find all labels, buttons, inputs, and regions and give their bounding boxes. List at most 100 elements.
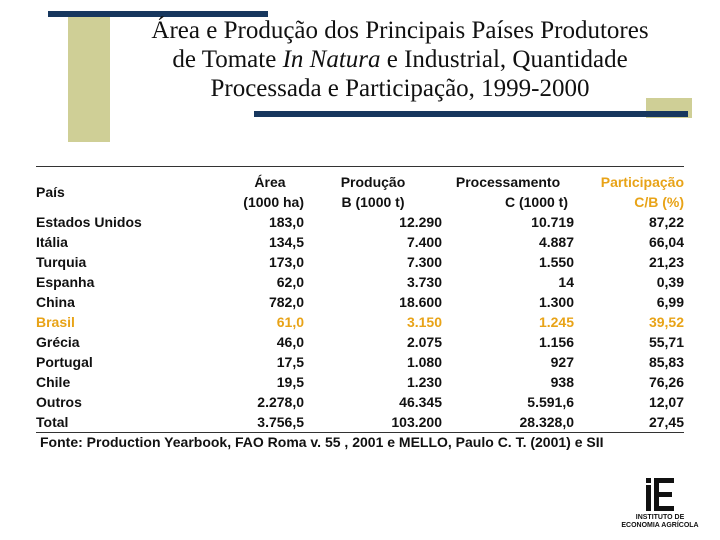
cell-producao: 1.080 — [406, 354, 442, 370]
decorative-line-bottom — [254, 111, 688, 117]
cell-producao: 3.150 — [406, 314, 442, 330]
cell-pais: Espanha — [36, 274, 95, 290]
cell-processamento: 927 — [550, 354, 574, 370]
table-row: Turquia 173,0 7.300 1.550 21,23 — [36, 252, 684, 272]
table-row: Espanha 62,0 3.730 14 0,39 — [36, 272, 684, 292]
header-producao-line-2: B (1000 t) — [341, 194, 405, 210]
ieg-logo-icon — [646, 478, 674, 511]
header-participacao-line-1: Participação — [600, 174, 684, 190]
cell-producao: 2.075 — [406, 334, 442, 350]
decorative-line-top — [48, 11, 268, 17]
cell-processamento: 1.550 — [538, 254, 574, 270]
table-row: Grécia 46,0 2.075 1.156 55,71 — [36, 332, 684, 352]
title-line-3: Processada e Participação, 1999-2000 — [210, 75, 590, 102]
table-row: Portugal 17,5 1.080 927 85,83 — [36, 352, 684, 372]
table-total-row: Total 3.756,5 103.200 28.328,0 27,45 — [36, 412, 684, 432]
cell-processamento: 938 — [550, 374, 574, 390]
cell-producao: 3.730 — [406, 274, 442, 290]
cell-producao: 12.290 — [399, 214, 442, 230]
cell-area: 62,0 — [276, 274, 304, 290]
table-row: China 782,0 18.600 1.300 6,99 — [36, 292, 684, 312]
cell-producao: 18.600 — [399, 294, 442, 310]
table-row: Chile 19,5 1.230 938 76,26 — [36, 372, 684, 392]
cell-participacao: 87,22 — [648, 214, 684, 230]
cell-processamento: 10.719 — [531, 214, 574, 230]
institution-logo: INSTITUTO DE ECONOMIA AGRÍCOLA — [620, 478, 700, 532]
cell-participacao-total: 27,45 — [648, 414, 684, 430]
cell-area: 46,0 — [276, 334, 304, 350]
table-row: Outros 2.278,0 46.345 5.591,6 12,07 — [36, 392, 684, 412]
cell-area-total: 3.756,5 — [257, 414, 304, 430]
cell-processamento: 14 — [558, 274, 574, 290]
header-pais: País — [36, 184, 65, 200]
table-bottom-rule — [36, 432, 684, 433]
title-line-2-start: de Tomate — [172, 46, 283, 73]
cell-area: 183,0 — [268, 214, 304, 230]
cell-participacao: 6,99 — [656, 294, 684, 310]
cell-area: 2.278,0 — [257, 394, 304, 410]
source-note: Fonte: Production Yearbook, FAO Roma v. … — [40, 434, 604, 450]
cell-pais: Grécia — [36, 334, 80, 350]
title-line-1: Área e Produção dos Principais Países Pr… — [151, 17, 649, 44]
cell-processamento: 5.591,6 — [527, 394, 574, 410]
cell-pais-total: Total — [36, 414, 69, 430]
header-area: Área (1000 ha) — [196, 172, 304, 212]
cell-area: 134,5 — [268, 234, 304, 250]
header-area-line-2: (1000 ha) — [243, 194, 304, 210]
logo-caption-line-1: INSTITUTO DE — [635, 514, 685, 521]
cell-participacao: 85,83 — [648, 354, 684, 370]
cell-producao: 7.400 — [406, 234, 442, 250]
cell-participacao: 76,26 — [648, 374, 684, 390]
table-top-rule — [36, 166, 684, 167]
data-table: País Área (1000 ha) Produção B (1000 t) … — [36, 166, 684, 452]
cell-producao: 46.345 — [399, 394, 442, 410]
cell-participacao: 55,71 — [648, 334, 684, 350]
table-row-highlighted: Brasil 61,0 3.150 1.245 39,52 — [36, 312, 684, 332]
cell-processamento-total: 28.328,0 — [519, 414, 575, 430]
cell-pais: Itália — [36, 234, 68, 250]
cell-processamento: 1.300 — [538, 294, 574, 310]
cell-pais: China — [36, 294, 75, 310]
cell-pais: Brasil — [36, 314, 75, 330]
logo-caption: INSTITUTO DE ECONOMIA AGRÍCOLA — [620, 514, 700, 530]
header-participacao-line-2: C/B (%) — [634, 194, 684, 210]
cell-participacao: 12,07 — [648, 394, 684, 410]
cell-participacao: 66,04 — [648, 234, 684, 250]
cell-pais: Estados Unidos — [36, 214, 142, 230]
cell-producao: 7.300 — [406, 254, 442, 270]
table-row: Itália 134,5 7.400 4.887 66,04 — [36, 232, 684, 252]
cell-pais: Turquia — [36, 254, 87, 270]
cell-processamento: 1.245 — [538, 314, 574, 330]
header-processamento-line-1: Processamento — [455, 174, 561, 190]
cell-processamento: 1.156 — [538, 334, 574, 350]
cell-pais: Outros — [36, 394, 82, 410]
cell-area: 61,0 — [276, 314, 304, 330]
cell-participacao: 21,23 — [648, 254, 684, 270]
cell-area: 173,0 — [268, 254, 304, 270]
header-area-line-1: Área — [254, 174, 286, 190]
title-line-2: de Tomate In Natura e Industrial, Quanti… — [110, 45, 690, 74]
cell-producao-total: 103.200 — [391, 414, 442, 430]
cell-producao: 1.230 — [406, 374, 442, 390]
header-producao-line-1: Produção — [340, 174, 406, 190]
table-header-row: País Área (1000 ha) Produção B (1000 t) … — [36, 172, 684, 212]
tomato-production-table: País Área (1000 ha) Produção B (1000 t) … — [36, 172, 684, 432]
decorative-square — [68, 12, 110, 142]
cell-pais: Chile — [36, 374, 71, 390]
header-processamento-line-2: C (1000 t) — [504, 194, 568, 210]
cell-area: 782,0 — [268, 294, 304, 310]
cell-participacao: 0,39 — [656, 274, 684, 290]
title-line-2-end: e Industrial, Quantidade — [380, 46, 628, 73]
cell-pais: Portugal — [36, 354, 93, 370]
header-processamento: Processamento C (1000 t) — [442, 172, 574, 212]
header-producao: Produção B (1000 t) — [304, 172, 442, 212]
cell-participacao: 39,52 — [648, 314, 684, 330]
cell-processamento: 4.887 — [538, 234, 574, 250]
slide-title: Área e Produção dos Principais Países Pr… — [110, 16, 690, 103]
table-row: Estados Unidos 183,0 12.290 10.719 87,22 — [36, 212, 684, 232]
header-participacao: Participação C/B (%) — [574, 172, 684, 212]
logo-caption-line-2: ECONOMIA AGRÍCOLA — [621, 522, 699, 529]
title-line-2-italic: In Natura — [282, 46, 381, 73]
cell-area: 17,5 — [276, 354, 304, 370]
cell-area: 19,5 — [276, 374, 304, 390]
